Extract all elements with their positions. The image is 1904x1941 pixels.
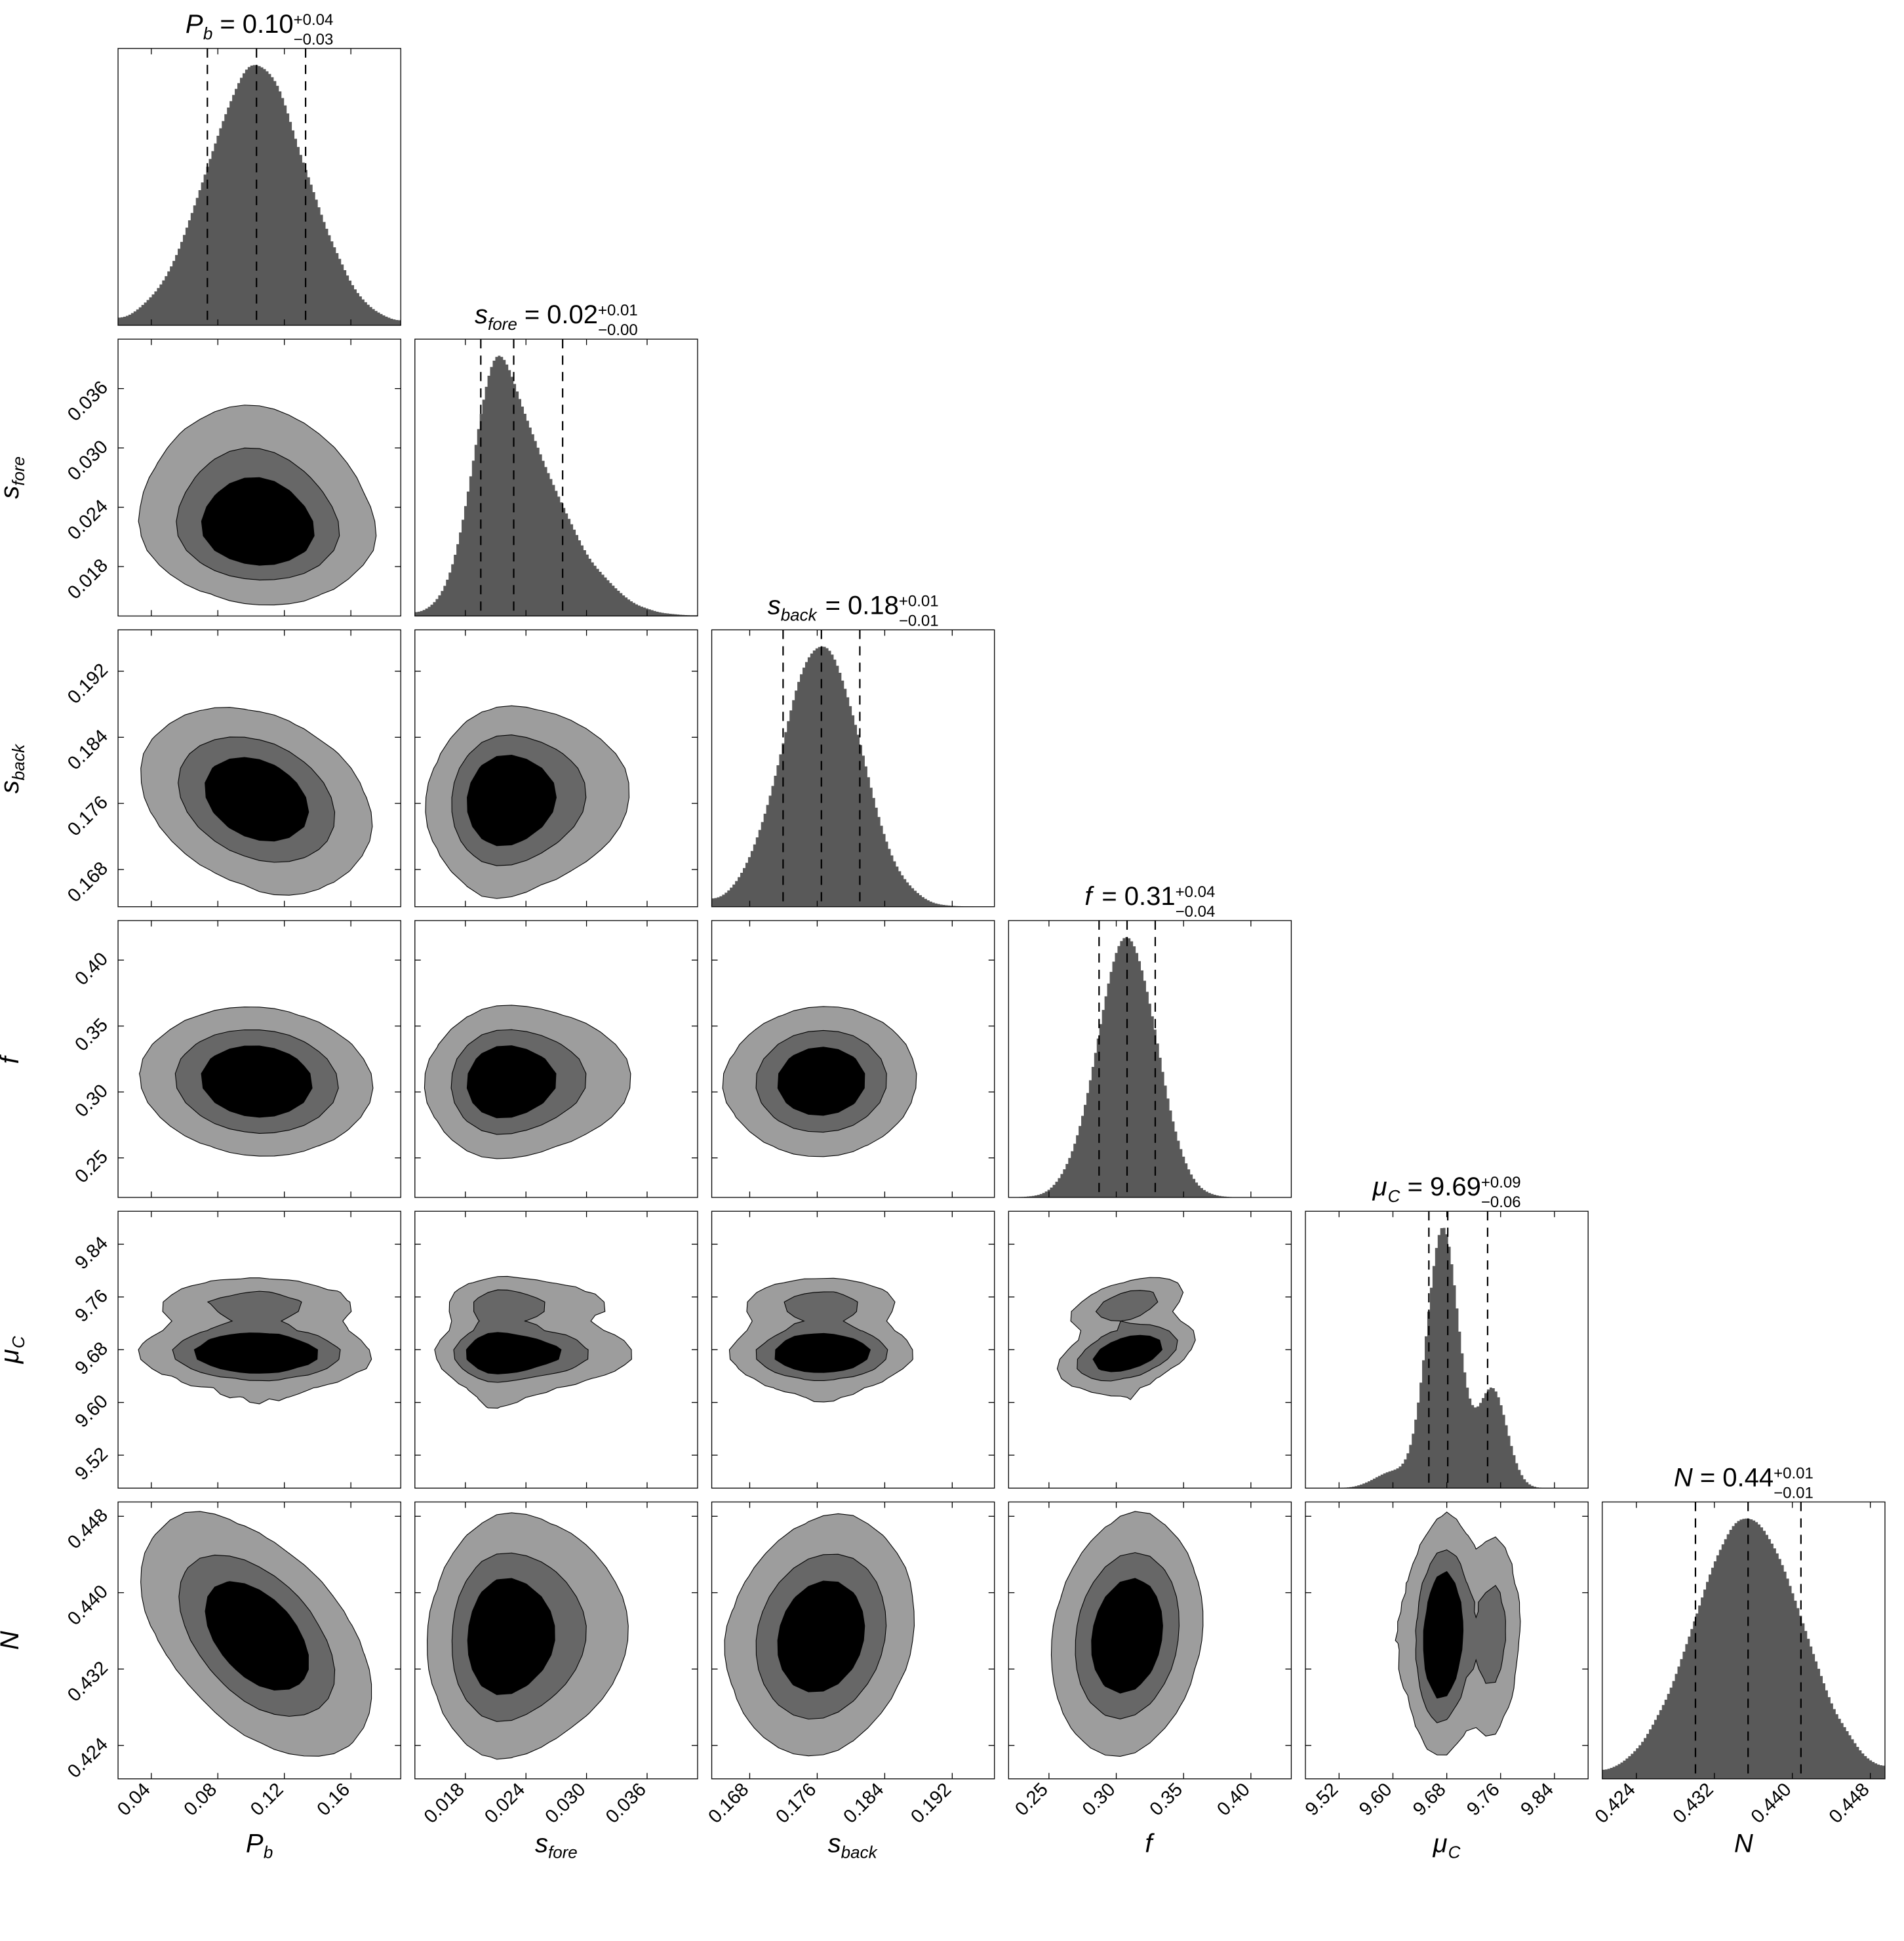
svg-text:9.69: 9.69: [1430, 1172, 1481, 1201]
svg-text:−0.00: −0.00: [598, 321, 638, 339]
svg-text:s: s: [535, 1830, 548, 1858]
svg-text:N: N: [1674, 1463, 1693, 1492]
svg-text:−0.01: −0.01: [899, 612, 939, 630]
svg-text:back: back: [841, 1843, 879, 1862]
svg-text:s: s: [828, 1830, 841, 1858]
svg-text:+0.09: +0.09: [1481, 1174, 1521, 1191]
svg-text:=: =: [1101, 882, 1117, 911]
svg-text:=: =: [825, 591, 841, 620]
svg-text:fore: fore: [548, 1843, 578, 1862]
svg-text:0.44: 0.44: [1722, 1463, 1774, 1492]
svg-text:−0.01: −0.01: [1774, 1484, 1814, 1502]
svg-text:N: N: [0, 1631, 24, 1650]
svg-text:fore: fore: [9, 456, 28, 486]
svg-text:+0.04: +0.04: [1176, 883, 1216, 901]
svg-text:s: s: [475, 300, 488, 329]
svg-text:N: N: [1734, 1830, 1753, 1858]
svg-text:b: b: [203, 24, 212, 43]
svg-text:b: b: [264, 1843, 273, 1862]
svg-text:0.18: 0.18: [848, 591, 899, 620]
svg-text:=: =: [525, 300, 540, 329]
svg-text:C: C: [1388, 1186, 1400, 1206]
svg-text:μ: μ: [0, 1349, 24, 1364]
svg-text:0.31: 0.31: [1124, 882, 1176, 911]
svg-text:−0.06: −0.06: [1481, 1193, 1521, 1211]
svg-text:s: s: [0, 486, 24, 499]
svg-text:=: =: [220, 10, 235, 39]
svg-text:back: back: [9, 743, 28, 780]
svg-text:−0.04: −0.04: [1176, 903, 1216, 921]
svg-text:+0.01: +0.01: [899, 593, 939, 610]
svg-text:fore: fore: [488, 314, 517, 334]
svg-text:P: P: [246, 1830, 264, 1858]
svg-text:+0.01: +0.01: [1774, 1464, 1814, 1482]
svg-text:0.02: 0.02: [547, 300, 598, 329]
svg-text:+0.01: +0.01: [598, 302, 638, 319]
svg-text:s: s: [0, 780, 24, 793]
svg-text:C: C: [1448, 1843, 1461, 1862]
svg-text:0.10: 0.10: [243, 10, 294, 39]
svg-text:−0.03: −0.03: [294, 31, 334, 49]
svg-text:C: C: [9, 1336, 28, 1348]
svg-text:=: =: [1408, 1172, 1423, 1201]
svg-text:s: s: [768, 591, 781, 620]
svg-text:μ: μ: [1433, 1830, 1448, 1858]
svg-text:back: back: [781, 605, 818, 625]
svg-text:+0.04: +0.04: [294, 11, 334, 29]
svg-text:=: =: [1700, 1463, 1715, 1492]
svg-text:P: P: [186, 10, 203, 39]
svg-text:μ: μ: [1372, 1172, 1387, 1201]
